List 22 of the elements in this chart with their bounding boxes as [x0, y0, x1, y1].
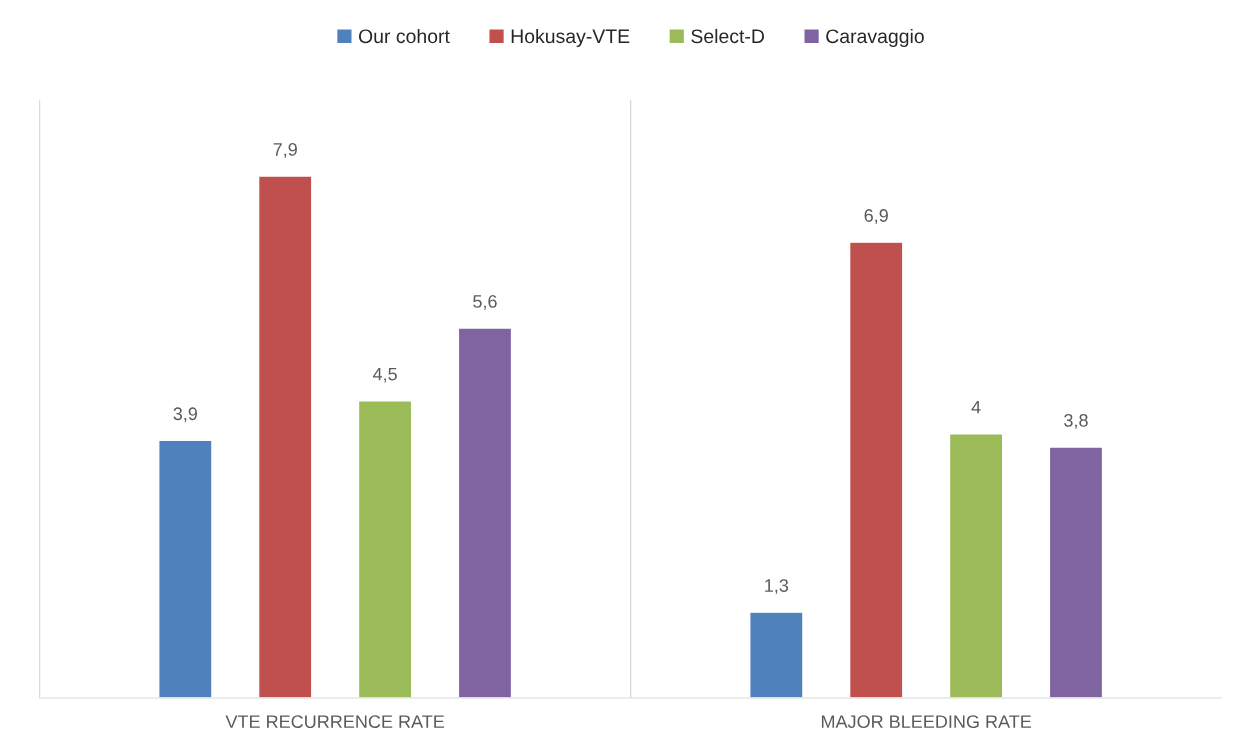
bar: [749, 611, 804, 699]
x-tick-label: MAJOR BLEEDING RATE: [821, 715, 1032, 728]
data-label: 1,3: [765, 579, 789, 595]
legend-label: Hokusay-VTE: [511, 28, 630, 47]
data-label: 3,8: [1064, 413, 1088, 429]
bar: [457, 327, 513, 699]
bar: [257, 175, 313, 699]
x-tick-label: VTE RECURRENCE RATE: [225, 715, 445, 728]
bar: [948, 433, 1004, 699]
data-label: 5,6: [473, 295, 497, 310]
bar: [1048, 446, 1104, 699]
data-label: 7,9: [273, 143, 297, 158]
legend-label: Select-D: [691, 28, 765, 44]
data-label: 4,5: [372, 367, 397, 383]
data-label: 6,9: [864, 209, 888, 225]
bar: [848, 241, 904, 699]
data-label: 3,9: [173, 407, 198, 423]
data-label: 4: [971, 400, 981, 414]
bar: [357, 400, 413, 699]
legend-label: Our cohort: [358, 28, 450, 44]
legend-label: Caravaggio: [826, 28, 924, 47]
bar: [158, 439, 213, 699]
